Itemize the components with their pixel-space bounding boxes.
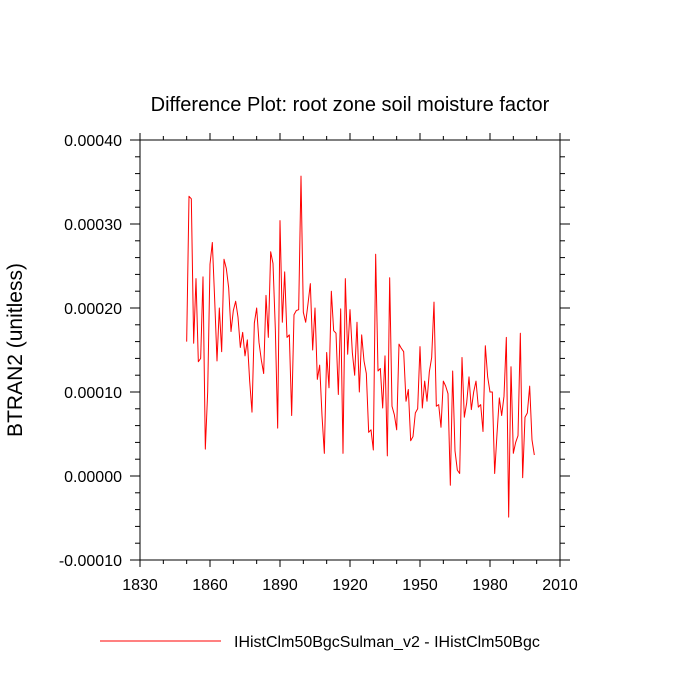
x-tick-label: 1980: [472, 577, 508, 594]
y-tick-label: 0.00010: [64, 385, 122, 402]
y-tick-label: -0.00010: [59, 553, 122, 570]
x-tick-label: 1890: [262, 577, 298, 594]
legend: IHistClm50BgcSulman_v2 - IHistClm50Bgc: [100, 634, 540, 651]
x-tick-label: 1830: [122, 577, 158, 594]
y-tick-label: 0.00000: [64, 469, 122, 486]
x-tick-label: 1950: [402, 577, 438, 594]
x-tick-label: 1920: [332, 577, 368, 594]
legend-label: IHistClm50BgcSulman_v2 - IHistClm50Bgc: [234, 634, 540, 651]
series-line: [186, 175, 535, 518]
y-tick-label: 0.00020: [64, 301, 122, 318]
y-axis-label: BTRAN2 (unitless): [4, 263, 27, 437]
y-tick-label: 0.00030: [64, 217, 122, 234]
chart-title: Difference Plot: root zone soil moisture…: [151, 94, 550, 116]
x-tick-label: 1860: [192, 577, 228, 594]
axis-tick-labels: 1830 1860 1890 1920 1950 1980 2010 -0.00010 0.00…: [59, 133, 578, 594]
x-tick-label: 2010: [542, 577, 578, 594]
plot-frame: [139, 139, 561, 561]
axis-ticks: [130, 133, 570, 567]
series-layer: [186, 175, 535, 518]
y-tick-label: 0.00040: [64, 133, 122, 150]
